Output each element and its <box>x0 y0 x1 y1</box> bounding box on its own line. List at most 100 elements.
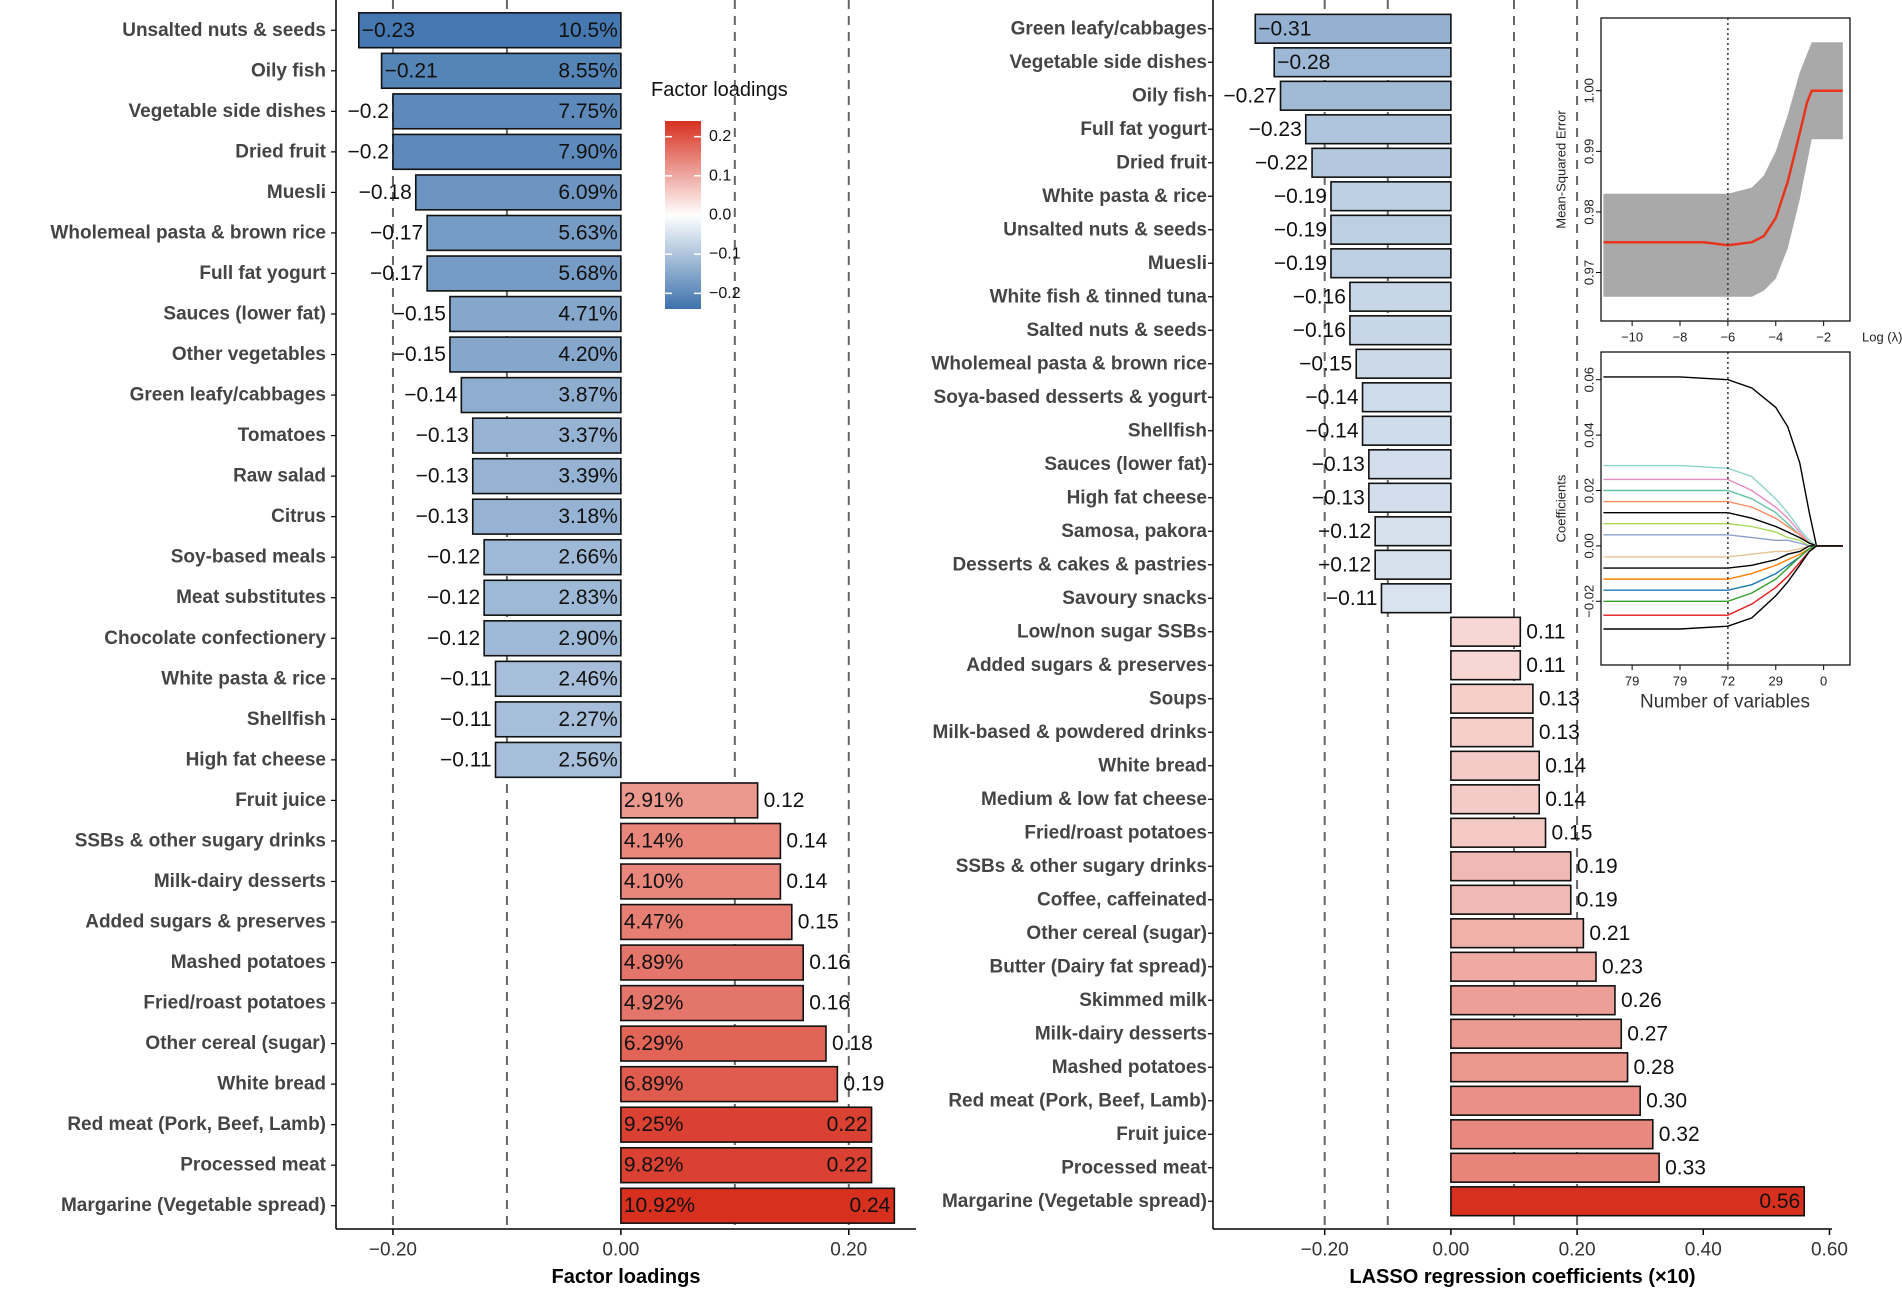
x-axis-title: Number of variables <box>1640 692 1810 713</box>
colorbar-tick-label: −0.2 <box>709 285 741 302</box>
bar <box>1450 951 1597 982</box>
share-label: 2.27% <box>558 708 618 731</box>
bar <box>1450 784 1541 815</box>
bar <box>471 417 622 454</box>
bar <box>1450 1119 1654 1150</box>
bar <box>620 1065 839 1103</box>
bar <box>357 12 622 49</box>
category-label: Fried/roast potatoes <box>1024 822 1207 843</box>
legend-title: Factor loadings <box>651 79 788 101</box>
x-tick-label: −4 <box>1768 330 1783 345</box>
value-label: 0.16 <box>809 951 850 974</box>
value-label: −0.13 <box>1312 453 1365 476</box>
value-label: 0.14 <box>786 829 827 852</box>
category-label: SSBs & other sugary drinks <box>956 856 1207 877</box>
category-label: Dried fruit <box>235 141 326 162</box>
bar <box>620 944 804 981</box>
plot-frame <box>1600 17 1851 322</box>
bar <box>1450 1152 1660 1183</box>
value-label: −0.13 <box>1312 486 1365 509</box>
share-label: 9.82% <box>624 1154 684 1177</box>
share-label: 6.29% <box>624 1032 684 1055</box>
x-tick-label: 0.20 <box>830 1240 867 1261</box>
y-tick-label: 0.04 <box>1582 422 1597 447</box>
bar <box>471 457 622 495</box>
y-axis-title: Coefficients <box>1554 474 1569 542</box>
category-label: Mashed potatoes <box>171 952 326 973</box>
bar <box>1349 315 1452 346</box>
bar <box>1355 348 1452 379</box>
x-tick-label: 79 <box>1625 674 1639 689</box>
bar <box>1330 214 1452 245</box>
value-label: −0.14 <box>404 384 457 407</box>
category-label: Samosa, pakora <box>1061 521 1207 542</box>
category-label: Tomatoes <box>238 425 326 446</box>
value-label: 0.14 <box>1545 788 1586 811</box>
plot-background <box>1601 352 1850 665</box>
category-label: Soya-based desserts & yogurt <box>934 387 1208 408</box>
category-label: Added sugars & preserves <box>85 912 326 933</box>
share-label: 7.90% <box>558 140 618 163</box>
value-label: −0.13 <box>416 424 469 447</box>
category-label: White bread <box>1098 755 1207 776</box>
value-label: 0.22 <box>827 1113 868 1136</box>
x-tick-label: 0.00 <box>1432 1240 1469 1261</box>
value-label: 0.26 <box>1621 989 1662 1012</box>
colorbar-tick-label: −0.1 <box>709 246 741 263</box>
value-label: 0.13 <box>1539 721 1580 744</box>
series-line <box>1603 545 1843 630</box>
share-label: 2.46% <box>558 667 618 690</box>
series-line <box>1603 511 1843 547</box>
category-label: Vegetable side dishes <box>129 101 326 122</box>
category-label: Salted nuts & seeds <box>1026 320 1207 341</box>
category-label: Wholemeal pasta & brown rice <box>931 353 1207 374</box>
y-tick-label: 0.97 <box>1582 260 1597 285</box>
bar <box>1450 650 1522 681</box>
category-label: Unsalted nuts & seeds <box>1003 219 1207 240</box>
value-label: 0.19 <box>843 1073 884 1096</box>
bar <box>620 903 793 941</box>
value-label: 0.11 <box>1526 620 1565 643</box>
category-label: Muesli <box>1148 253 1207 274</box>
bar <box>1279 80 1452 111</box>
value-label: −0.22 <box>1255 151 1308 174</box>
x-tick-label: −8 <box>1673 330 1688 345</box>
share-label: 4.14% <box>624 829 684 852</box>
value-label: −0.12 <box>1318 520 1371 543</box>
category-label: Soups <box>1149 688 1207 709</box>
bar <box>483 620 622 657</box>
category-label: Full fat yogurt <box>1080 119 1207 140</box>
series-line <box>1603 376 1843 547</box>
bar <box>1450 1018 1623 1049</box>
bar <box>483 538 622 576</box>
category-label: Muesli <box>267 182 326 203</box>
category-label: Oily fish <box>1132 85 1207 106</box>
value-label: −0.14 <box>1305 386 1358 409</box>
x-axis-title: LASSO regression coefficients (×10) <box>1349 1266 1695 1288</box>
value-label: 0.21 <box>1589 922 1630 945</box>
category-label: Desserts & cakes & pastries <box>952 554 1207 575</box>
bar <box>426 214 622 252</box>
x-tick-label: −0.20 <box>369 1240 417 1261</box>
category-label: Unsalted nuts & seeds <box>122 20 326 41</box>
y-tick-label: 0.99 <box>1582 139 1597 164</box>
bar <box>1361 382 1452 413</box>
share-label: 2.56% <box>558 748 618 771</box>
share-label: 2.90% <box>558 627 618 650</box>
value-label: −0.27 <box>1223 84 1276 107</box>
value-label: −0.11 <box>440 748 492 771</box>
value-label: −0.17 <box>370 262 423 285</box>
value-label: −0.15 <box>1299 352 1352 375</box>
colorbar-tick-label: 0.1 <box>709 167 731 184</box>
category-label: Processed meat <box>1061 1157 1207 1178</box>
value-label: −0.17 <box>370 221 423 244</box>
y-axis-title: Mean-Squared Error <box>1554 110 1569 229</box>
category-label: Sauces (lower fat) <box>163 304 326 325</box>
share-label: 6.09% <box>558 181 618 204</box>
value-label: −0.2 <box>348 140 389 163</box>
x-axis-title: Log (λ) <box>1862 330 1902 345</box>
bar <box>1368 482 1452 513</box>
bar <box>1450 817 1547 848</box>
bar <box>1304 114 1452 145</box>
